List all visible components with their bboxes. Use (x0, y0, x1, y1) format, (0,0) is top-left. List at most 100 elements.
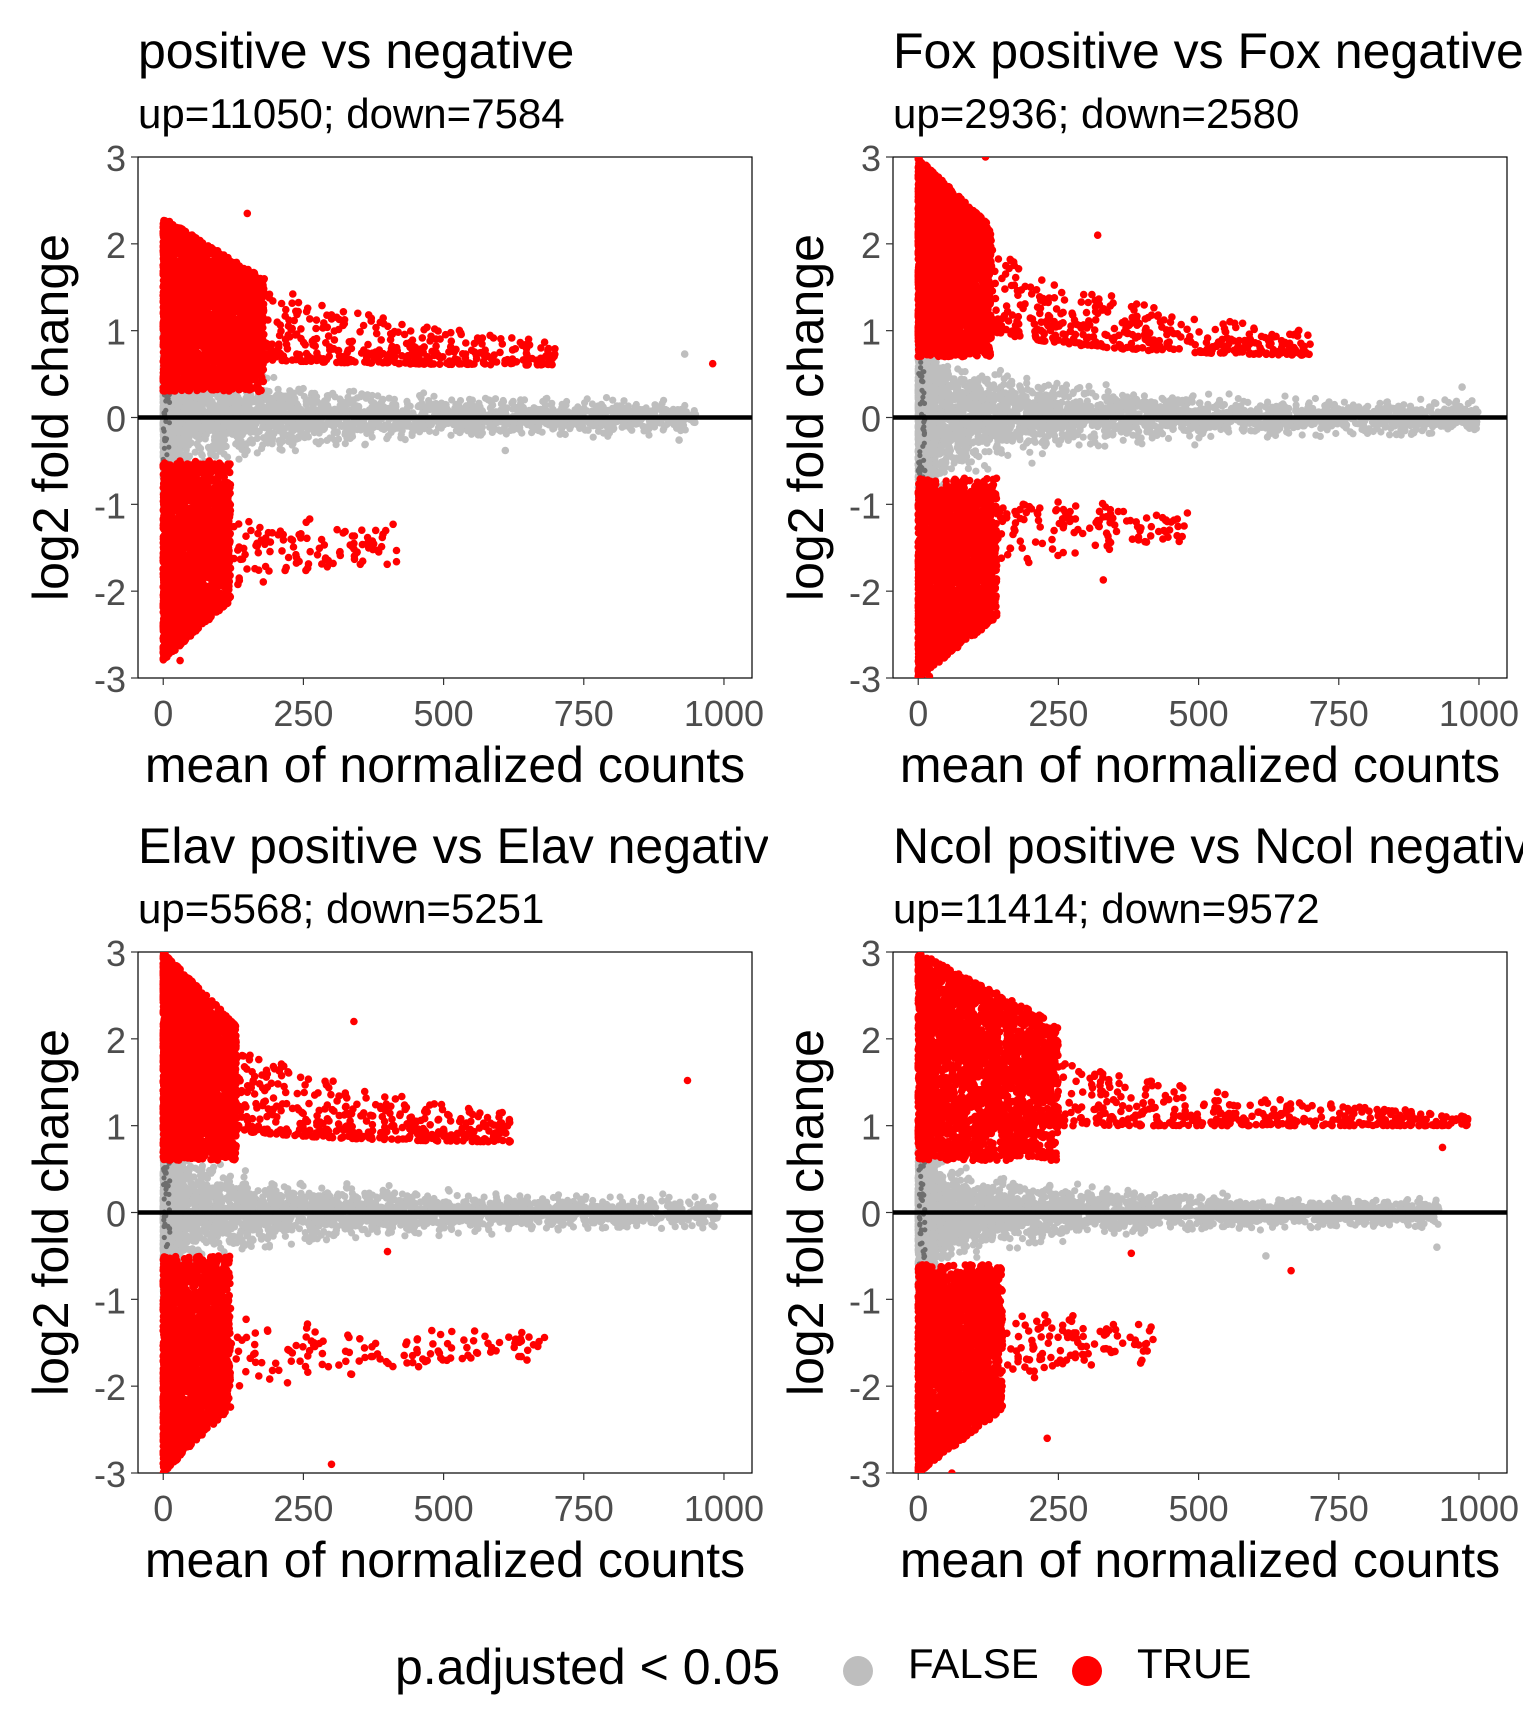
nonsig-point (605, 429, 614, 437)
nonsig-point (378, 408, 386, 416)
nonsig-point (353, 394, 361, 402)
nonsig-point (330, 407, 338, 416)
nonsig-point (673, 424, 681, 432)
nonsig-point (201, 408, 209, 416)
nonsig-point (166, 444, 172, 450)
nonsig-point (551, 408, 560, 417)
nonsig-point (201, 435, 209, 443)
nonsig-point (660, 424, 668, 432)
nonsig-point (211, 438, 219, 446)
nonsig-point (500, 424, 508, 432)
nonsig-point (253, 434, 261, 443)
nonsig-point (594, 427, 603, 435)
nonsig-point (456, 429, 464, 437)
nonsig-point (188, 400, 196, 408)
nonsig-point (408, 431, 416, 439)
nonsig-point (564, 422, 573, 430)
nonsig-point (220, 432, 228, 440)
nonsig-point (597, 400, 606, 408)
nonsig-point (228, 394, 236, 402)
nonsig-point (341, 440, 349, 448)
nonsig-point (276, 421, 284, 429)
nonsig-point (248, 419, 256, 427)
nonsig-point (488, 428, 496, 436)
nonsig-point (258, 444, 266, 453)
nonsig-point (466, 395, 474, 403)
nonsig-point (268, 440, 276, 448)
nonsig-point (467, 430, 476, 438)
nonsig-point (330, 429, 338, 437)
nonsig-point (235, 455, 243, 463)
nonsig-point (331, 393, 339, 401)
nonsig-point (412, 423, 420, 431)
nonsig-point (315, 407, 323, 415)
nonsig-point (198, 450, 206, 458)
nonsig-point (259, 434, 268, 442)
nonsig-point (189, 420, 197, 428)
nonsig-point (361, 441, 369, 449)
nonsig-point (350, 387, 358, 395)
nonsig-point (383, 435, 391, 443)
nonsig-point (450, 421, 458, 429)
nonsig-point (255, 404, 263, 412)
nonsig-point (517, 396, 525, 404)
nonsig-point (253, 449, 261, 457)
panel-subtitle: up=11050; down=7584 (138, 90, 565, 138)
nonsig-point (348, 428, 356, 436)
nonsig-point (589, 433, 597, 441)
nonsig-point (317, 437, 325, 445)
nonsig-point (439, 406, 448, 414)
nonsig-point (574, 403, 582, 411)
nonsig-point (475, 401, 483, 410)
nonsig-point (420, 425, 428, 433)
nonsig-point (357, 421, 365, 429)
nonsig-point (243, 402, 251, 410)
nonsig-point (162, 438, 168, 444)
nonsig-point (364, 422, 372, 430)
nonsig-point (604, 421, 612, 429)
nonsig-point (652, 419, 660, 427)
nonsig-point (164, 452, 170, 458)
nonsig-point (580, 404, 588, 412)
nonsig-point (520, 408, 529, 416)
nonsig-point (286, 430, 294, 438)
nonsig-point (195, 443, 203, 451)
nonsig-point (658, 399, 666, 408)
nonsig-point (640, 406, 648, 414)
nonsig-point (341, 428, 349, 436)
nonsig-point (313, 422, 321, 430)
nonsig-point (278, 437, 286, 445)
nonsig-point (501, 446, 510, 455)
nonsig-point (397, 430, 405, 439)
nonsig-point (632, 406, 640, 414)
nonsig-point (323, 436, 331, 444)
nonsig-point (542, 402, 550, 410)
panel-title: positive vs negative (138, 22, 574, 80)
nonsig-point (609, 396, 617, 404)
nonsig-point (175, 438, 183, 446)
nonsig-point (331, 436, 339, 444)
nonsig-point (201, 397, 209, 405)
nonsig-point (620, 397, 628, 405)
nonsig-point (239, 440, 247, 448)
nonsig-point (182, 440, 190, 448)
nonsig-point (368, 403, 376, 411)
nonsig-point (502, 430, 510, 438)
nonsig-point (561, 430, 569, 439)
nonsig-point (602, 394, 611, 402)
nonsig-point (247, 436, 255, 444)
nonsig-point (303, 432, 311, 440)
nonsig-point (680, 350, 689, 358)
nonsig-point (253, 429, 261, 437)
nonsig-point (385, 405, 393, 414)
nonsig-point (619, 405, 627, 414)
nonsig-point (559, 409, 567, 417)
nonsig-point (266, 402, 274, 410)
nonsig-point (491, 395, 500, 403)
nonsig-point (478, 429, 486, 437)
nonsig-point (675, 436, 683, 444)
nonsig-point (437, 424, 445, 432)
nonsig-point (452, 407, 460, 415)
nonsig-point (548, 422, 556, 430)
